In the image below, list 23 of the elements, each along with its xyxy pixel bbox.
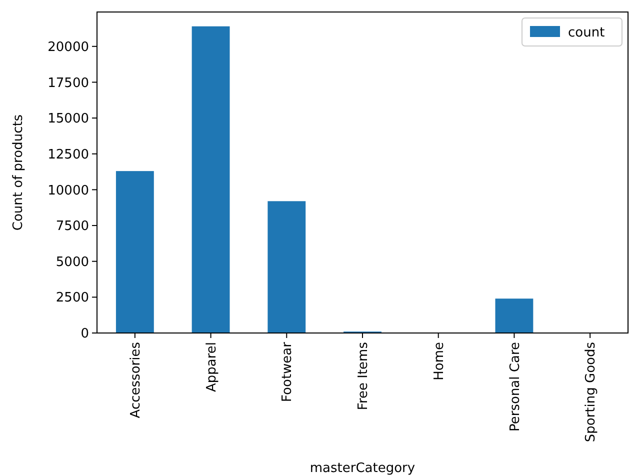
x-tick-label: Apparel [204,342,220,392]
x-axis-title: masterCategory [310,461,416,476]
bar [495,298,534,333]
legend-label: count [568,26,605,41]
x-tick-label: Sporting Goods [584,342,599,442]
y-tick-label: 5000 [56,254,89,270]
x-tick-label: Footwear [280,341,296,402]
y-tick-label: 12500 [48,147,89,162]
x-tick-label: Free Items [356,342,372,410]
bar [192,26,230,333]
x-tick-label: Accessories [128,342,144,418]
y-tick-label: 17500 [48,76,89,91]
y-tick-label: 15000 [48,112,89,127]
y-tick-label: 20000 [48,40,89,55]
bar [268,201,306,333]
x-tick-label: Home [432,342,447,380]
y-tick-label: 2500 [56,290,89,306]
bar [116,171,154,333]
x-tick-label: Personal Care [508,342,523,432]
y-tick-label: 0 [80,326,89,342]
y-tick-label: 10000 [48,183,89,198]
y-tick-label: 7500 [56,219,89,234]
y-axis-title: Count of products [11,114,26,231]
